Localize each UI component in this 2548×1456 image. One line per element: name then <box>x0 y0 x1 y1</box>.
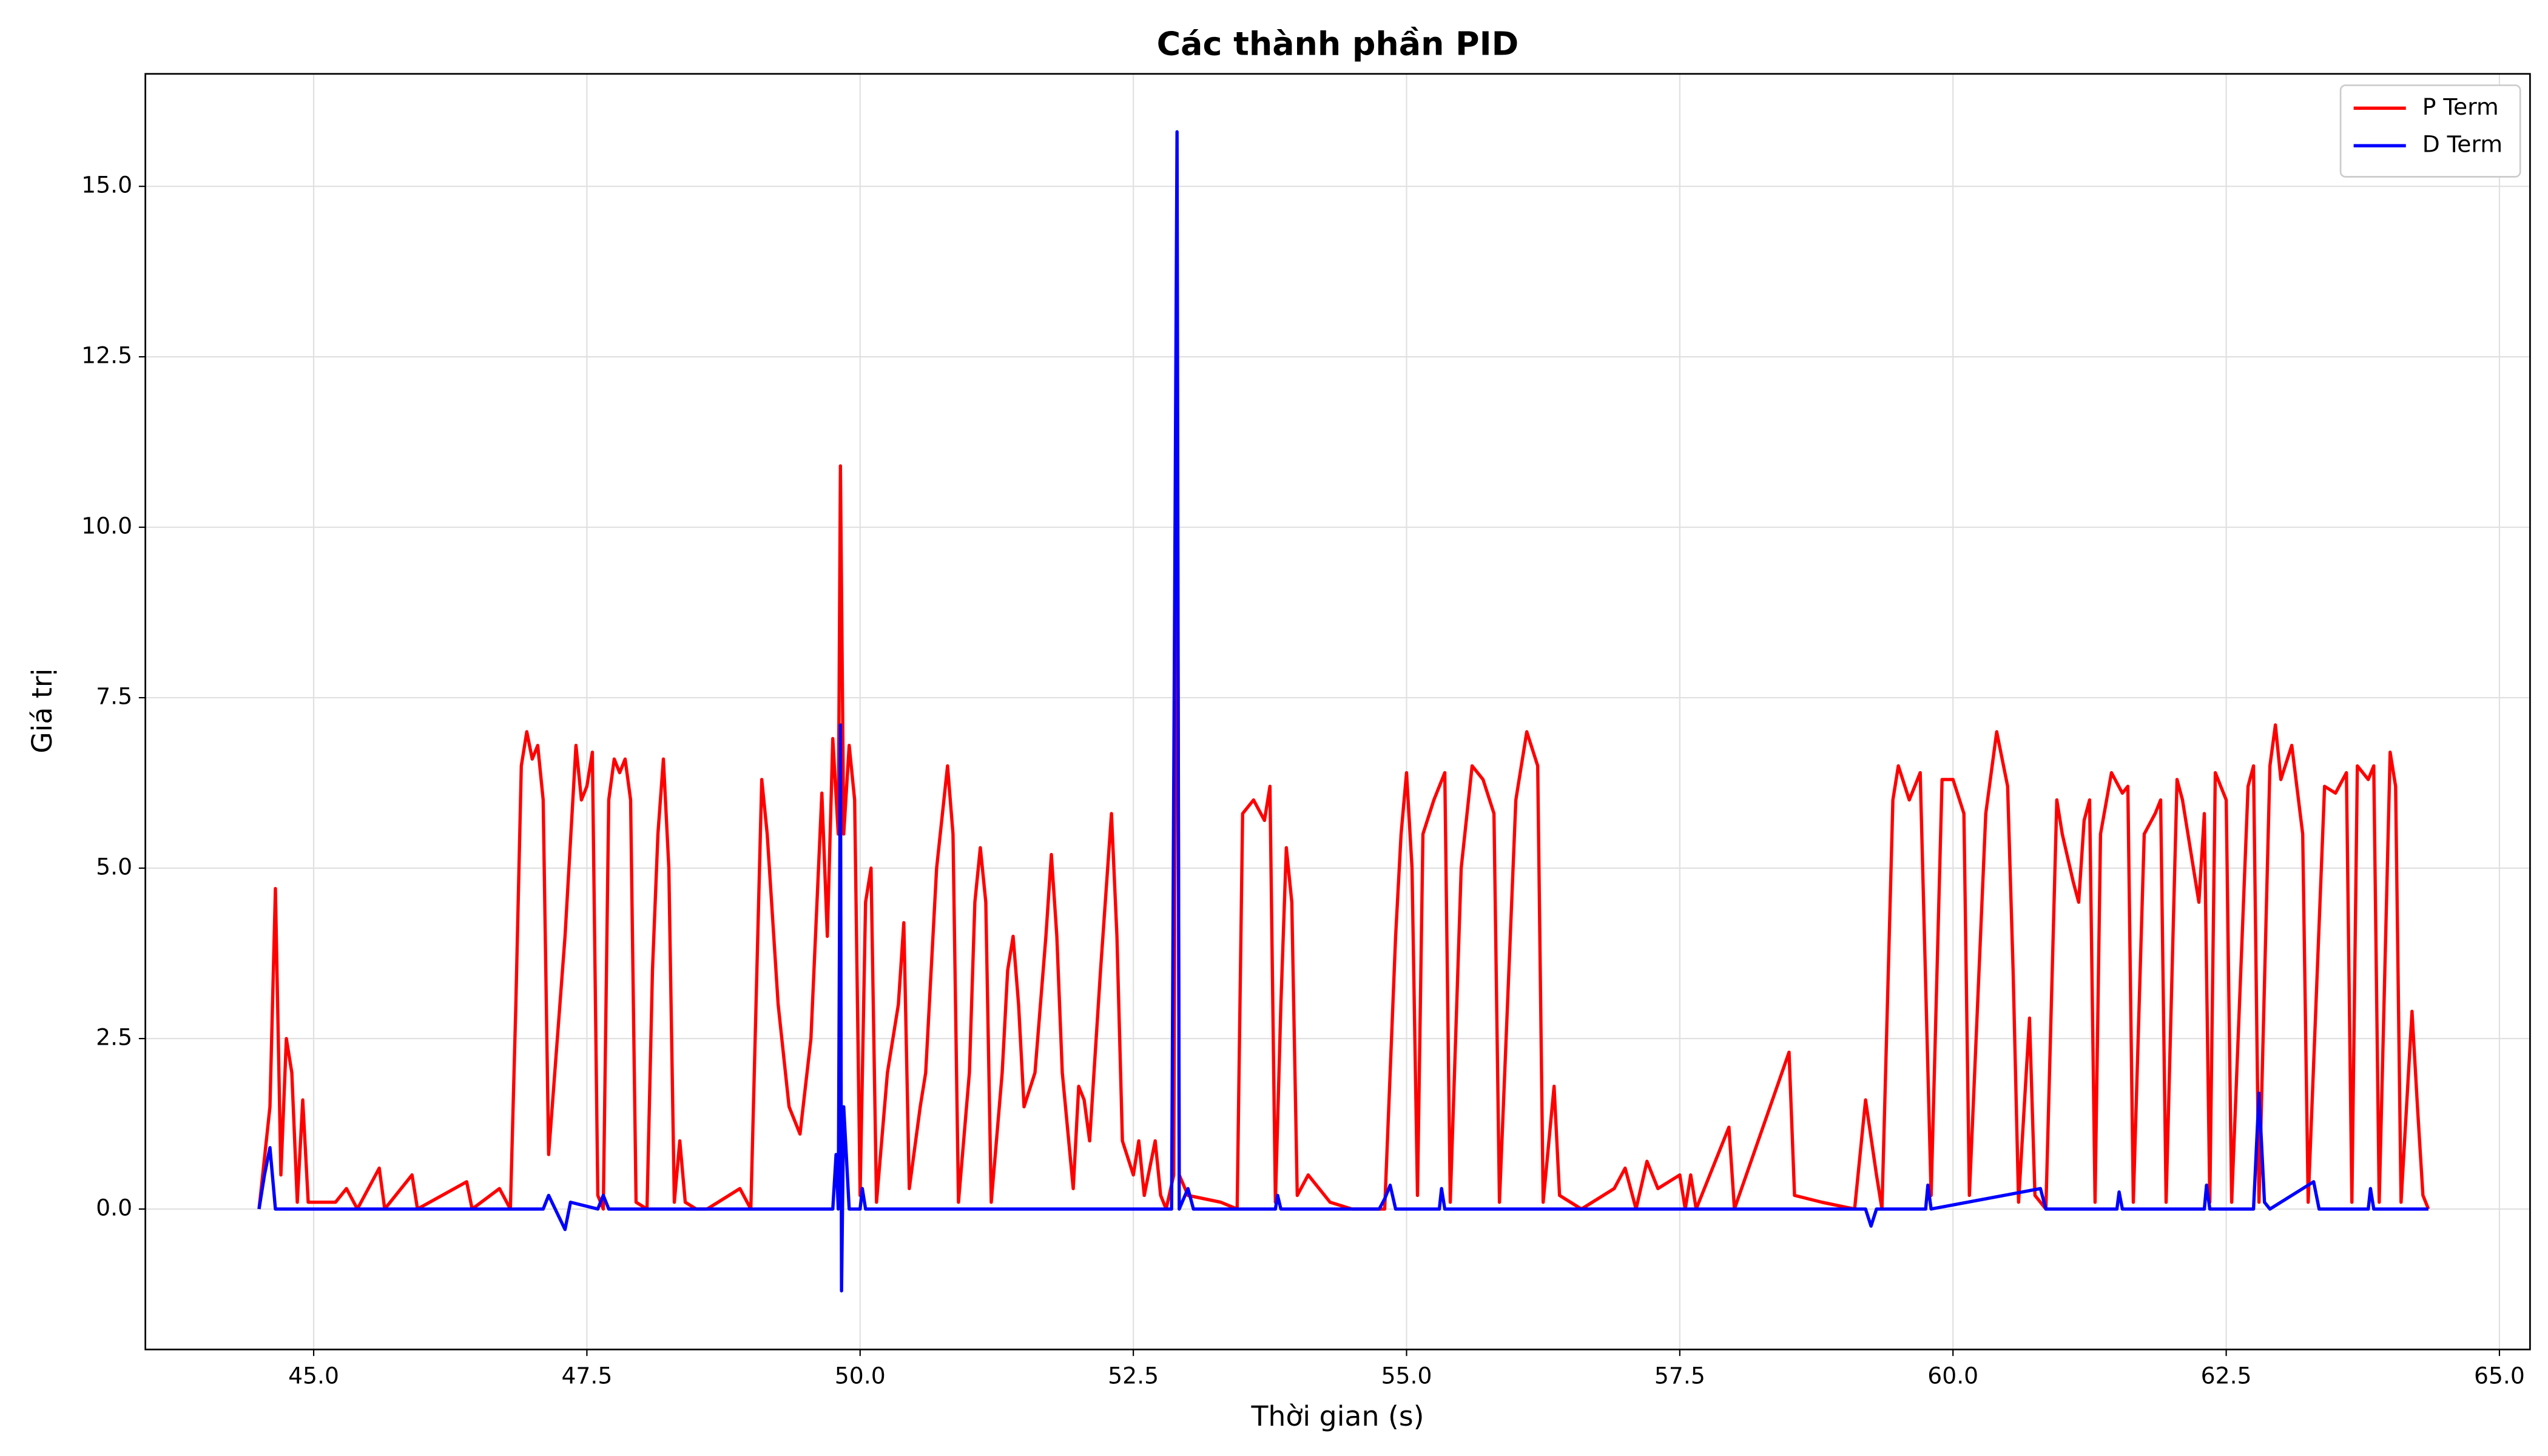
data-line <box>257 130 2428 1293</box>
y-tick-label: 7.5 <box>96 683 132 710</box>
legend-label: P Term <box>2422 93 2499 120</box>
x-tick-label: 60.0 <box>1927 1363 1978 1389</box>
y-tick-label: 5.0 <box>96 853 132 880</box>
y-tick-label: 2.5 <box>96 1023 132 1050</box>
y-tick-label: 15.0 <box>81 172 132 198</box>
y-tick-label: 10.0 <box>81 513 132 539</box>
x-tick-label: 57.5 <box>1654 1363 1705 1389</box>
x-tick-label: 45.0 <box>288 1363 339 1389</box>
plot-frame <box>144 73 2531 1350</box>
x-tick-label: 62.5 <box>2201 1363 2252 1389</box>
data-line <box>257 252 2430 1211</box>
y-tick-label: 12.5 <box>81 342 132 369</box>
x-tick-label: 52.5 <box>1108 1363 1159 1389</box>
chart-title: Các thành phần PID <box>1157 25 1519 63</box>
x-axis-label: Thời gian (s) <box>1250 1400 1424 1432</box>
x-tick-label: 65.0 <box>2474 1363 2525 1389</box>
plot-lines <box>257 130 2430 1293</box>
x-tick-label: 47.5 <box>561 1363 612 1389</box>
x-tick-label: 55.0 <box>1381 1363 1432 1389</box>
y-axis-label: Giá trị <box>26 669 58 753</box>
legend-label: D Term <box>2422 131 2502 158</box>
x-tick-label: 50.0 <box>835 1363 886 1389</box>
y-tick-label: 0.0 <box>96 1194 132 1221</box>
